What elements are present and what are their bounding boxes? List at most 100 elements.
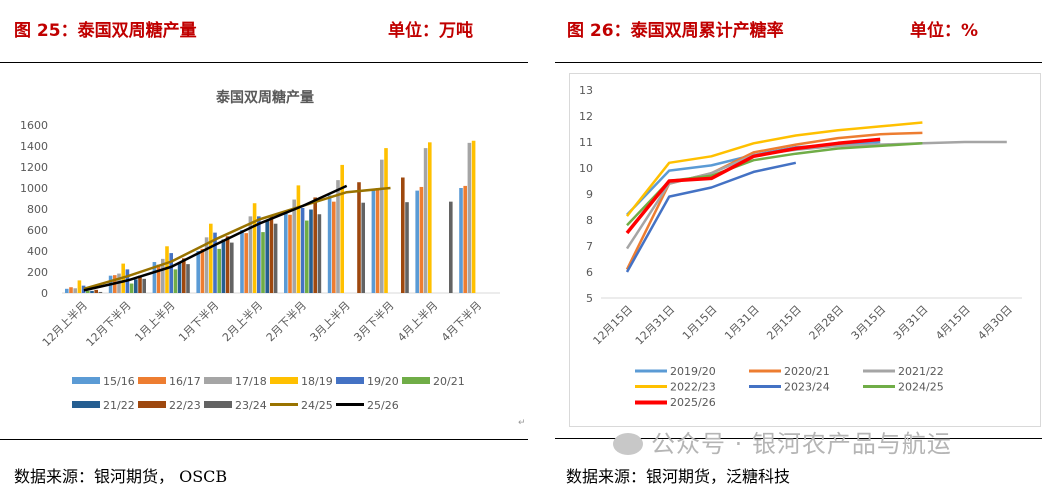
bar-18-19 (384, 148, 388, 293)
bar-18-19 (471, 140, 476, 293)
bar-22-23 (269, 216, 274, 293)
bar-21-22 (309, 209, 313, 293)
y-tick-label: 7 (586, 240, 593, 253)
watermark: 公众号 · 银河农产品与航运 (613, 424, 952, 459)
bar-16-17 (156, 264, 161, 293)
line-2022-23 (626, 121, 923, 217)
bar-19-20 (81, 285, 86, 293)
y-tick-label: 400 (27, 245, 48, 258)
legend-label: 2020/21 (784, 365, 830, 378)
paragraph-mark: ↵ (518, 418, 526, 428)
bar-18-19 (428, 142, 432, 293)
y-tick-label: 1000 (20, 182, 48, 195)
legend-swatch (72, 401, 100, 408)
legend-swatch (204, 377, 232, 384)
bar-16-17 (463, 185, 467, 293)
legend-label: 20/21 (433, 375, 465, 388)
bar-18-19 (340, 164, 344, 293)
legend-label: 2022/23 (670, 381, 716, 394)
bar-17-18 (292, 199, 296, 293)
legend-label: 2024/25 (898, 381, 944, 394)
bar-22-23 (225, 236, 230, 293)
legend-swatch (336, 377, 364, 384)
line-2025-26 (625, 137, 881, 235)
bar-15-16 (415, 190, 419, 293)
x-tick-label: 4月下半月 (438, 298, 484, 344)
bar-17-18 (204, 237, 209, 293)
legend-swatch (635, 369, 667, 373)
legend-swatch (270, 403, 298, 406)
legend-swatch (749, 385, 781, 388)
legend-swatch (270, 377, 298, 384)
bar-22-23 (357, 182, 361, 293)
legend-label: 23/24 (235, 399, 267, 412)
x-tick-label: 1月15日 (680, 303, 720, 343)
bar-17-18 (336, 180, 340, 293)
legend-label: 19/20 (367, 375, 399, 388)
bar-19-20 (257, 216, 261, 293)
bar-19-20 (213, 232, 217, 293)
x-tick-label: 2月上半月 (219, 298, 265, 344)
legend-label: 16/17 (169, 375, 201, 388)
x-tick-label: 1月上半月 (132, 298, 178, 344)
chart-frame (569, 73, 1041, 427)
bar-21-22 (177, 262, 182, 293)
wechat-icon (613, 433, 643, 455)
legend-swatch (863, 369, 895, 373)
legend-swatch (72, 377, 100, 384)
source-note-right: 数据来源：银河期货，泛糖科技 (566, 467, 791, 486)
bar-18-19 (296, 185, 301, 293)
bar-16-17 (419, 186, 424, 293)
legend-label: 22/23 (169, 399, 201, 412)
bar-15-16 (459, 188, 463, 293)
bar-23-24 (449, 201, 453, 293)
legend-label: 2019/20 (670, 365, 716, 378)
figure-26-title: 图 26：泰国双周累计产糖率 (567, 21, 784, 41)
bar-20-21 (86, 290, 90, 293)
legend-swatch (635, 400, 667, 405)
x-tick-label: 3月15日 (849, 303, 889, 343)
legend-swatch (635, 385, 667, 388)
bar-23-24 (273, 223, 278, 293)
y-tick-label: 10 (579, 162, 593, 175)
figure-26-unit: 单位：% (910, 21, 979, 41)
bar-18-19 (252, 203, 257, 293)
bar-17-18 (380, 159, 384, 293)
bar-15-16 (284, 212, 288, 293)
chart-title: 泰国双周糖产量 (215, 89, 314, 106)
figure-25-unit: 单位：万吨 (388, 21, 473, 41)
x-tick-label: 12月15日 (591, 303, 636, 348)
y-tick-label: 200 (27, 266, 48, 279)
legend-label: 25/26 (367, 399, 399, 412)
bar-19-20 (300, 207, 305, 293)
bar-20-21 (173, 269, 178, 293)
x-tick-label: 3月31日 (891, 303, 931, 343)
bar-16-17 (69, 287, 73, 293)
legend-swatch (138, 401, 166, 408)
bar-21-22 (90, 290, 94, 293)
bar-22-23 (94, 289, 98, 293)
legend-swatch (204, 401, 232, 408)
legend-swatch (402, 377, 430, 384)
y-tick-label: 9 (586, 188, 593, 201)
legend-swatch (138, 377, 166, 384)
bar-21-22 (265, 220, 269, 293)
x-tick-label: 1月31日 (722, 303, 762, 343)
bar-16-17 (244, 233, 248, 293)
bar-17-18 (423, 148, 428, 293)
y-tick-label: 11 (579, 136, 593, 149)
bar-20-21 (261, 232, 265, 293)
y-tick-label: 8 (586, 214, 593, 227)
bar-19-20 (169, 253, 173, 293)
bar-16-17 (332, 201, 336, 293)
watermark-text: 公众号 · 银河农产品与航运 (651, 430, 952, 458)
legend-label: 24/25 (301, 399, 333, 412)
x-tick-label: 3月上半月 (307, 298, 353, 344)
x-tick-label: 2月下半月 (263, 298, 309, 344)
legend-label: 2021/22 (898, 365, 944, 378)
legend-swatch (863, 385, 895, 388)
legend-label: 18/19 (301, 375, 333, 388)
bar-15-16 (327, 195, 332, 293)
legend-label: 15/16 (103, 375, 135, 388)
